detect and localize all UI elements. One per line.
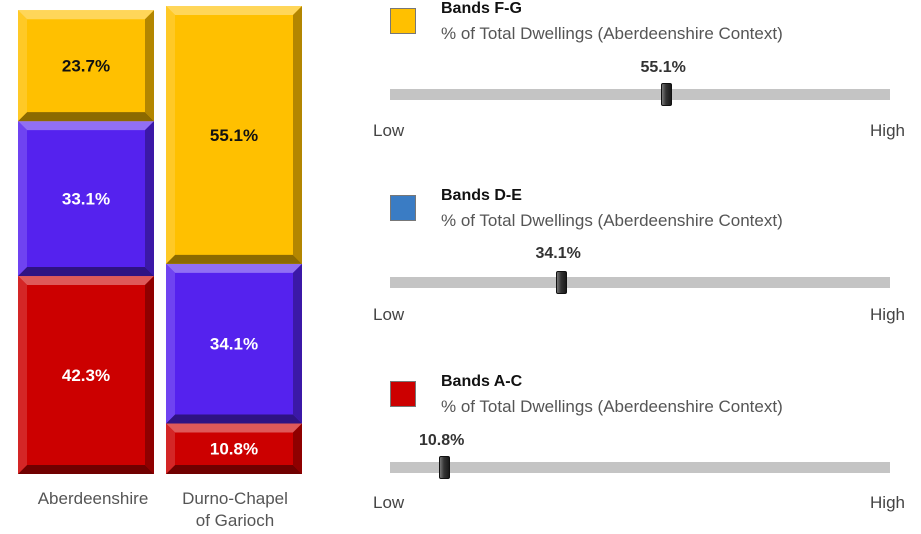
indicator-track <box>390 89 890 100</box>
data-label: 42.3% <box>62 366 110 385</box>
indicator-value: 10.8% <box>419 432 465 449</box>
low-label: Low <box>373 121 405 140</box>
low-label: Low <box>373 305 405 324</box>
indicator-track <box>390 462 890 473</box>
low-label: Low <box>373 493 405 512</box>
bar-segment-bands-f-g-0 <box>18 10 154 122</box>
data-label: 23.7% <box>62 57 110 76</box>
indicator-value: 55.1% <box>640 59 686 76</box>
bar-segment-bands-f-g-1 <box>166 6 302 264</box>
stacked-bar-chart: 42.3% 33.1% 23.7% 10.8% 34.1% 55.1% <box>18 6 302 474</box>
category-label-aberdeenshire: Aberdeenshire <box>18 488 168 510</box>
legend-swatch-de <box>390 195 416 221</box>
band-title: Bands A-C <box>441 373 523 390</box>
data-label: 10.8% <box>210 440 258 459</box>
high-label: High <box>870 121 905 140</box>
band-title: Bands F-G <box>441 0 522 17</box>
high-label: High <box>870 305 905 324</box>
indicator-value: 34.1% <box>535 245 581 262</box>
band-title: Bands D-E <box>441 187 522 204</box>
band-subtitle: % of Total Dwellings (Aberdeenshire Cont… <box>441 397 783 416</box>
indicator-marker <box>660 83 672 106</box>
category-label-durno: Durno-Chapel of Garioch <box>160 488 310 532</box>
data-label: 34.1% <box>210 335 258 354</box>
indicator-panel-de: Bands D-E % of Total Dwellings (Aberdeen… <box>370 187 910 347</box>
indicator-track <box>390 277 890 288</box>
category-label-line1: Durno-Chapel <box>182 489 288 508</box>
category-label-line2: of Garioch <box>195 511 275 530</box>
bar-segment-bands-a-c-1 <box>166 423 302 474</box>
indicator-panel-fg: Bands F-G % of Total Dwellings (Aberdeen… <box>370 0 910 160</box>
category-label-text: Aberdeenshire <box>37 489 149 508</box>
high-label: High <box>870 493 905 512</box>
bar-segment-bands-d-e-0 <box>18 121 154 277</box>
indicator-panel-ac: Bands A-C % of Total Dwellings (Aberdeen… <box>370 373 910 533</box>
indicator-marker <box>439 456 450 479</box>
band-subtitle: % of Total Dwellings (Aberdeenshire Cont… <box>441 24 783 43</box>
bar-segment-bands-a-c-0 <box>18 276 154 474</box>
band-subtitle: % of Total Dwellings (Aberdeenshire Cont… <box>441 211 783 230</box>
data-label: 55.1% <box>210 126 258 145</box>
bar-segment-bands-d-e-1 <box>166 263 302 424</box>
legend-swatch-fg <box>390 8 416 34</box>
data-label: 33.1% <box>62 190 110 209</box>
indicator-marker <box>555 271 567 294</box>
legend-swatch-ac <box>390 381 416 407</box>
